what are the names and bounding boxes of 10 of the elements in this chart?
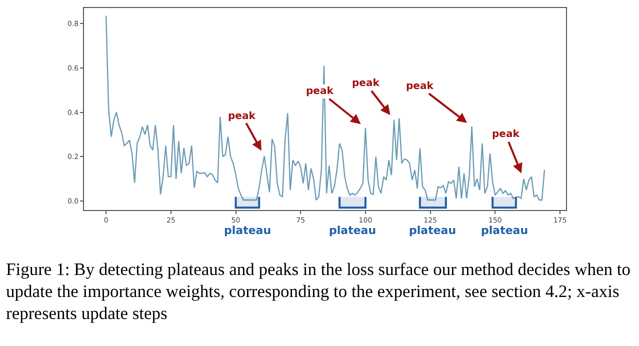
annotation: peak [406, 81, 434, 92]
annotation: peak [306, 86, 334, 97]
band-label: plateau [329, 224, 376, 237]
band-label: plateau [224, 224, 272, 237]
annotation: peak [228, 111, 256, 122]
annotation: peak [492, 129, 520, 140]
annotation: peak [352, 78, 380, 89]
caption: Figure 1: By detecting plateaus and peaks in the loss surface our method decides when to update the importance weights, corresponding to the experiment, see section 4.2; x-axis represents update steps [6, 258, 632, 324]
band-label: plateau [481, 224, 528, 237]
band-label: plateau [409, 224, 456, 237]
